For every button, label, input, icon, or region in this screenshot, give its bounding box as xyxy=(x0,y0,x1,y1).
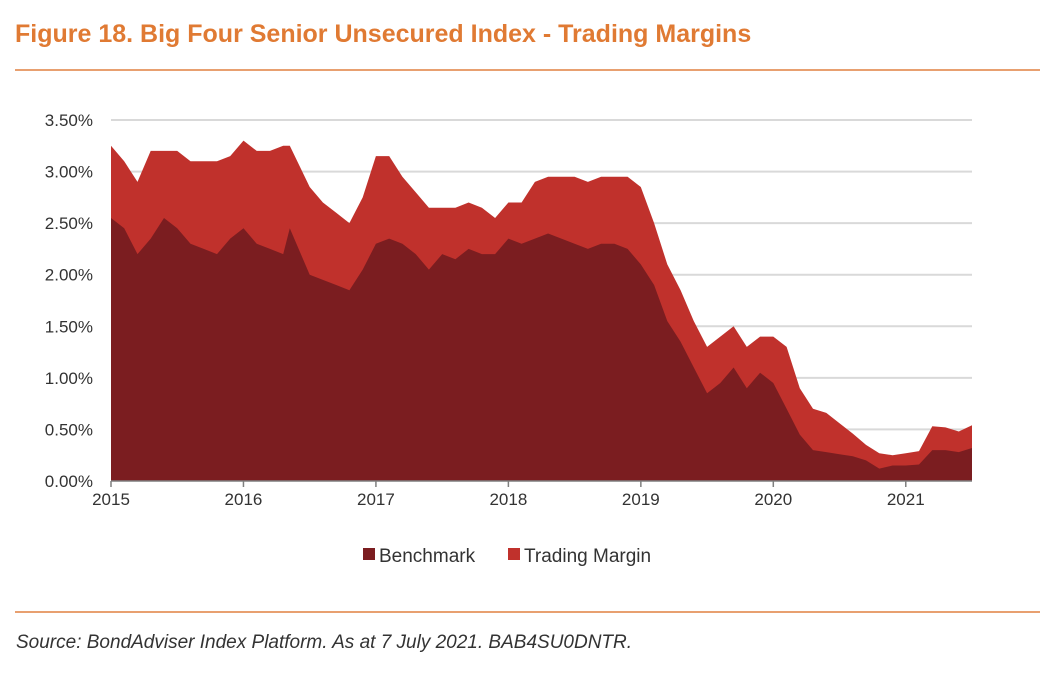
title-divider xyxy=(15,69,1040,71)
x-tick-label: 2017 xyxy=(357,490,395,509)
legend-label-trading-margin: Trading Margin xyxy=(524,546,651,567)
benchmark-area xyxy=(111,218,972,481)
series-areas xyxy=(111,140,972,481)
legend: Benchmark Trading Margin xyxy=(363,546,651,567)
legend-label-benchmark: Benchmark xyxy=(379,546,476,567)
y-tick-label: 1.00% xyxy=(45,369,93,388)
y-tick-label: 0.50% xyxy=(45,420,93,439)
figure-title: Figure 18. Big Four Senior Unsecured Ind… xyxy=(15,20,752,48)
y-tick-label: 2.00% xyxy=(45,266,93,285)
x-tick-label: 2021 xyxy=(887,490,925,509)
legend-swatch-trading-margin xyxy=(508,548,520,560)
x-tick-label: 2016 xyxy=(225,490,263,509)
x-tick-label: 2018 xyxy=(489,490,527,509)
y-tick-label: 2.50% xyxy=(45,214,93,233)
y-tick-label: 1.50% xyxy=(45,317,93,336)
y-tick-label: 0.00% xyxy=(45,472,93,491)
source-divider xyxy=(15,611,1040,613)
x-tick-label: 2020 xyxy=(754,490,792,509)
x-tick-label: 2015 xyxy=(92,490,130,509)
source-note: Source: BondAdviser Index Platform. As a… xyxy=(16,632,633,653)
y-tick-label: 3.50% xyxy=(45,111,93,130)
x-tick-label: 2019 xyxy=(622,490,660,509)
legend-swatch-benchmark xyxy=(363,548,375,560)
axes: 0.00% 0.50% 1.00% 1.50% 2.00% 2.50% 3.00% 3.50%… xyxy=(45,111,972,509)
stacked-area-chart: 0.00% 0.50% 1.00% 1.50% 2.00% 2.50% 3.00% 3.50%… xyxy=(45,111,972,567)
y-tick-label: 3.00% xyxy=(45,163,93,182)
